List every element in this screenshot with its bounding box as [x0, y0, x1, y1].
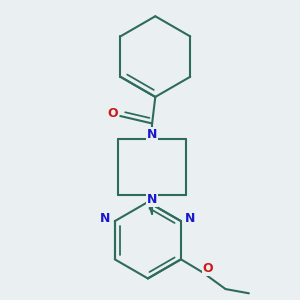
- Text: O: O: [107, 107, 118, 120]
- Text: N: N: [147, 128, 157, 141]
- Text: N: N: [100, 212, 110, 226]
- Text: N: N: [185, 212, 196, 226]
- Text: N: N: [147, 194, 157, 206]
- Text: O: O: [202, 262, 213, 275]
